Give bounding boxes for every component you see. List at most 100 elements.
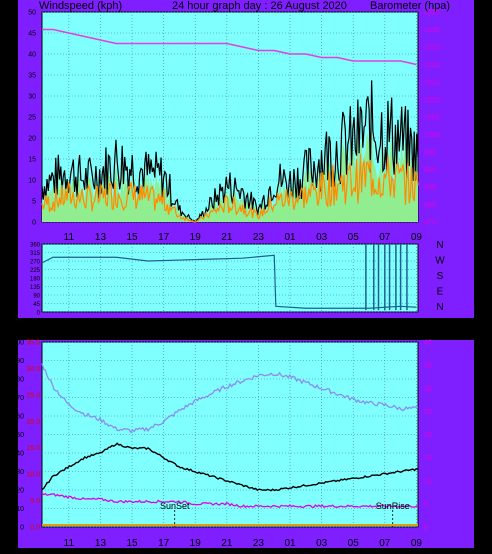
dir-y-tick-label: 45 [33, 302, 40, 308]
humidity-axis-label: Humidity (%) [66, 320, 129, 332]
wind-y-tick-label: 10 [28, 178, 36, 185]
rainfall-axis-label: Rainfall (mm) [2, 320, 67, 332]
wind-y-tick-label: 25 [28, 115, 36, 122]
temp-y-tick-label: 35 [424, 363, 432, 370]
baro-y-tick-label: 1020 [424, 62, 440, 69]
rainfall-y-tick-label: 15.0 [26, 445, 40, 452]
baro-y-tick-label: 1015 [424, 80, 440, 87]
temp-x-tick-label: 19 [190, 538, 202, 549]
dir-compass-label: W [435, 256, 445, 267]
wind-y-tick-label: 35 [28, 73, 36, 80]
baro-y-tick-label: 995 [424, 150, 436, 157]
sunset-label: SunSet [160, 501, 190, 511]
rainfall-y-tick-label: 25.0 [26, 392, 40, 399]
dir-y-tick-label: 315 [30, 251, 41, 257]
humidity-y-tick-label: 30 [16, 469, 24, 476]
temp-y-tick-label: 30 [424, 386, 432, 393]
temp-plot-area [41, 341, 419, 528]
baro-y-tick-label: 1000 [424, 132, 440, 139]
right-black-band [474, 0, 492, 554]
baro-y-tick-label: 1010 [424, 97, 440, 104]
temp-y-tick-label: 15 [424, 455, 432, 462]
humidity-y-tick-label: 20 [16, 488, 24, 495]
wind-y-tick-label: 40 [28, 52, 36, 59]
left-black-band [0, 0, 18, 554]
baro-y-tick-label: 1005 [424, 115, 440, 122]
humidity-y-tick-label: 70 [16, 395, 24, 402]
wind-x-tick-label: 07 [379, 232, 391, 243]
temp-x-tick-label: 15 [126, 538, 138, 549]
temperature-series [41, 442, 419, 492]
baro-y-tick-label: 990 [424, 167, 436, 174]
dir-y-tick-label: 270 [30, 260, 41, 266]
dewpoint-series [41, 492, 419, 509]
direction-series [41, 254, 417, 309]
humidity-y-tick-label: 10 [16, 506, 24, 513]
rainfall-y-tick-label: 10.0 [26, 472, 40, 479]
temp-y-tick-label: 0 [424, 525, 428, 532]
wind-y-tick-label: 30 [28, 94, 36, 101]
dir-y-tick-label: 360 [30, 243, 41, 249]
dewpoint-axis-label: Dew Point (°C) [393, 320, 466, 332]
humidity-y-tick-label: 40 [16, 451, 24, 458]
sunrise-label: SunRise [376, 501, 410, 511]
temp-y-tick-label: 25 [424, 409, 432, 416]
wind-y-tick-label: 50 [28, 10, 36, 17]
rainfall-y-tick-label: 35.0 [26, 340, 40, 347]
temp-x-tick-label: 23 [253, 538, 265, 549]
wind-x-tick-label: 09 [411, 232, 423, 243]
temp-x-tick-label: 05 [348, 538, 360, 549]
wind-x-tick-label: 13 [95, 232, 107, 243]
dir-compass-label: N [436, 240, 443, 251]
dir-compass-label: S [437, 271, 444, 282]
humidity-y-tick-label: 90 [16, 358, 24, 365]
humidity-y-tick-label: 60 [16, 414, 24, 421]
dir-y-tick-label: 180 [30, 277, 41, 283]
baro-y-tick-label: 985 [424, 185, 436, 192]
humidity-y-tick-label: 80 [16, 377, 24, 384]
temp-x-tick-label: 07 [379, 538, 391, 549]
baro-y-tick-label: 975 [424, 220, 436, 227]
bottom-black-band [0, 548, 492, 554]
rainfall-y-tick-label: 0.0 [30, 525, 40, 532]
temp-y-tick-label: 10 [424, 478, 432, 485]
dir-y-tick-label: 135 [30, 285, 41, 291]
temp-x-tick-label: 13 [95, 538, 107, 549]
temp-x-tick-label: 17 [158, 538, 170, 549]
wind-x-tick-label: 11 [64, 232, 75, 243]
wind-x-tick-label: 21 [221, 232, 233, 243]
direction-plot-area [41, 243, 419, 313]
wind-x-tick-label: 05 [348, 232, 360, 243]
temp-y-tick-label: 40 [424, 340, 432, 347]
barometer-series [42, 28, 417, 66]
wind-y-tick-label: 15 [28, 157, 36, 164]
rainfall-y-tick-label: 5.0 [30, 498, 40, 505]
wind-y-tick-label: 5 [32, 199, 36, 206]
humidity-series [41, 363, 419, 434]
humidity-y-tick-label: 50 [16, 432, 24, 439]
dir-y-tick-label: 225 [30, 268, 41, 274]
humidity-y-tick-label: 100 [12, 340, 24, 347]
baro-y-tick-label: 1030 [424, 27, 440, 34]
barometer-axis-label: Barometer (hpa) [370, 0, 450, 12]
tick-labels: 1111131315151717191921212323010103030505… [12, 10, 445, 550]
temp-x-tick-label: 01 [284, 538, 296, 549]
temp-y-tick-label: 20 [424, 432, 432, 439]
wind-y-tick-label: 45 [28, 31, 36, 38]
baro-y-tick-label: 1025 [424, 45, 440, 52]
temperature-axis-label: Temperature (°C) [312, 320, 396, 332]
dir-compass-label: N [436, 302, 443, 313]
wind-axis-label: Windspeed (kph) [39, 0, 122, 12]
baro-y-tick-label: 980 [424, 202, 436, 209]
wind-x-tick-label: 19 [190, 232, 202, 243]
wind-x-tick-label: 17 [158, 232, 170, 243]
temp-x-tick-label: 09 [411, 538, 423, 549]
dir-compass-label: E [437, 287, 444, 298]
chart-marks [41, 28, 419, 527]
baro-y-tick-label: 1035 [424, 10, 440, 17]
wind-x-tick-label: 15 [126, 232, 138, 243]
wind-y-tick-label: 0 [32, 220, 36, 227]
mid-black-band [0, 318, 492, 340]
